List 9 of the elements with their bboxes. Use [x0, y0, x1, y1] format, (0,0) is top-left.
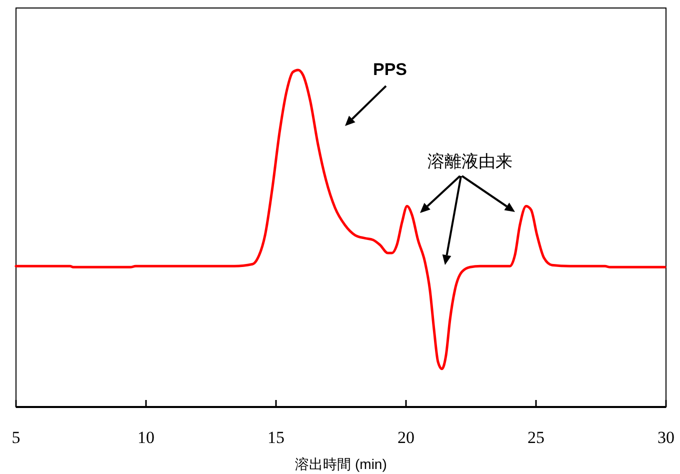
x-tick-label: 10	[138, 428, 154, 447]
annotation: 溶離液由来	[428, 152, 512, 171]
x-tick-label: 5	[12, 428, 20, 447]
x-tick-label: 25	[528, 428, 544, 447]
x-tick-label: 30	[658, 428, 674, 447]
x-tick-label: 15	[268, 428, 284, 447]
x-tick-label: 20	[398, 428, 414, 447]
x-axis-title: 溶出時間 (min)	[295, 456, 387, 472]
annotation: PPS	[372, 60, 408, 79]
